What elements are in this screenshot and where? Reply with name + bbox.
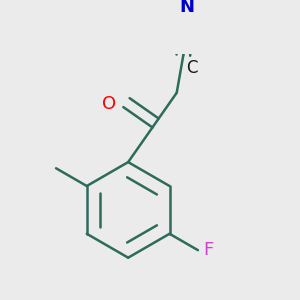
Text: C: C bbox=[186, 59, 198, 77]
Text: F: F bbox=[203, 241, 213, 259]
Text: N: N bbox=[179, 0, 194, 16]
Text: O: O bbox=[102, 95, 116, 113]
